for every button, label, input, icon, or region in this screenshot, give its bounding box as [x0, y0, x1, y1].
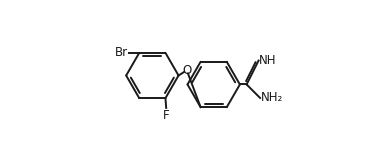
Text: F: F — [163, 109, 169, 122]
Text: NH: NH — [259, 54, 277, 67]
Text: Br: Br — [115, 46, 128, 59]
Text: NH₂: NH₂ — [261, 92, 283, 104]
Text: O: O — [182, 64, 191, 77]
